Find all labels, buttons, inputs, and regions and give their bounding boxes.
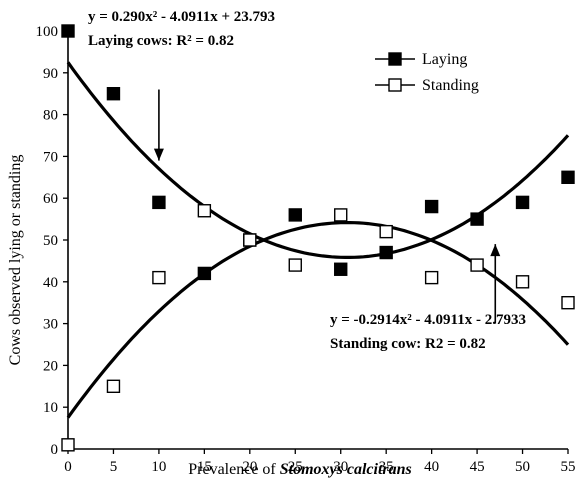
y-axis-title: Cows observed lying or standing [7, 155, 24, 366]
x-tick-label: 55 [561, 459, 576, 475]
trend-curves [66, 61, 570, 419]
x-axis-title: Prevalence of Stomoxys calcitrans [188, 461, 412, 478]
equation-standing: y = -0.2914x² - 4.0911x - 2.7933 [330, 312, 526, 328]
x-axis-title-italic: Stomoxys calcitrans [280, 461, 412, 478]
standing-point [379, 224, 393, 239]
laying-point [470, 212, 484, 226]
x-tick-label: 25 [288, 459, 303, 475]
legend: Laying Standing [375, 51, 479, 94]
x-tick-label: 30 [333, 459, 348, 475]
x-tick-label: 35 [379, 459, 394, 475]
standing-point [106, 379, 121, 393]
standing-point [152, 270, 166, 285]
x-tick-label: 50 [515, 459, 530, 475]
r2-label-laying: Laying cows: R² = 0.82 [88, 33, 234, 49]
laying-point [288, 208, 302, 222]
r2-label-standing: Standing cow: R2 = 0.82 [330, 336, 486, 352]
x-tick-label: 40 [424, 459, 439, 475]
laying-point [106, 86, 121, 101]
axes [67, 31, 568, 450]
legend-marker-standing [388, 78, 402, 92]
laying-point [515, 195, 530, 210]
legend-label-laying: Laying [422, 51, 467, 68]
standing-point [288, 258, 302, 272]
x-tick-label: 45 [470, 459, 485, 475]
laying-point [379, 245, 393, 260]
standing-point [424, 270, 439, 285]
y-tick-label: 0 [51, 442, 59, 458]
legend-label-standing: Standing [422, 77, 479, 94]
standing-point [243, 233, 257, 247]
y-tick-label: 40 [43, 275, 58, 291]
standing-point [197, 204, 212, 218]
ticks: 0 5 10 15 20 25 30 35 40 45 50 55 0 10 20 30 40 50 60 70 80 9… [36, 24, 576, 475]
annotation-arrow-head [153, 148, 164, 161]
trend-curve-laying [66, 61, 570, 259]
y-tick-label: 10 [43, 400, 58, 416]
x-tick-label: 10 [151, 459, 166, 475]
x-tick-label: 0 [64, 459, 72, 475]
y-tick-label: 60 [43, 191, 58, 207]
standing-point [61, 438, 75, 452]
laying-point [424, 199, 439, 214]
y-tick-label: 100 [36, 24, 59, 40]
laying-point [197, 266, 212, 281]
data-points [61, 24, 575, 452]
standing-point [470, 258, 484, 272]
x-axis-title-prefix: Prevalence of [188, 461, 280, 478]
standing-point [334, 208, 348, 222]
trend-curve-standing [66, 221, 570, 419]
legend-marker-laying [388, 52, 402, 66]
x-tick-label: 15 [197, 459, 212, 475]
y-tick-label: 80 [43, 108, 58, 124]
annotation-arrow-head [490, 244, 501, 257]
y-tick-label: 30 [43, 317, 58, 333]
y-tick-label: 70 [43, 149, 58, 165]
laying-point [334, 262, 348, 276]
laying-point [561, 170, 575, 185]
laying-point [152, 195, 166, 210]
x-tick-label: 5 [110, 459, 118, 475]
standing-point [515, 275, 530, 289]
y-tick-label: 50 [43, 233, 58, 249]
x-tick-label: 20 [242, 459, 257, 475]
standing-point [561, 296, 575, 310]
annotations: y = 0.290x² - 4.0911x + 23.793 Laying cow… [88, 9, 526, 352]
equation-laying: y = 0.290x² - 4.0911x + 23.793 [88, 9, 275, 25]
y-tick-label: 20 [43, 358, 58, 374]
laying-point [61, 24, 75, 38]
y-tick-label: 90 [43, 66, 58, 82]
